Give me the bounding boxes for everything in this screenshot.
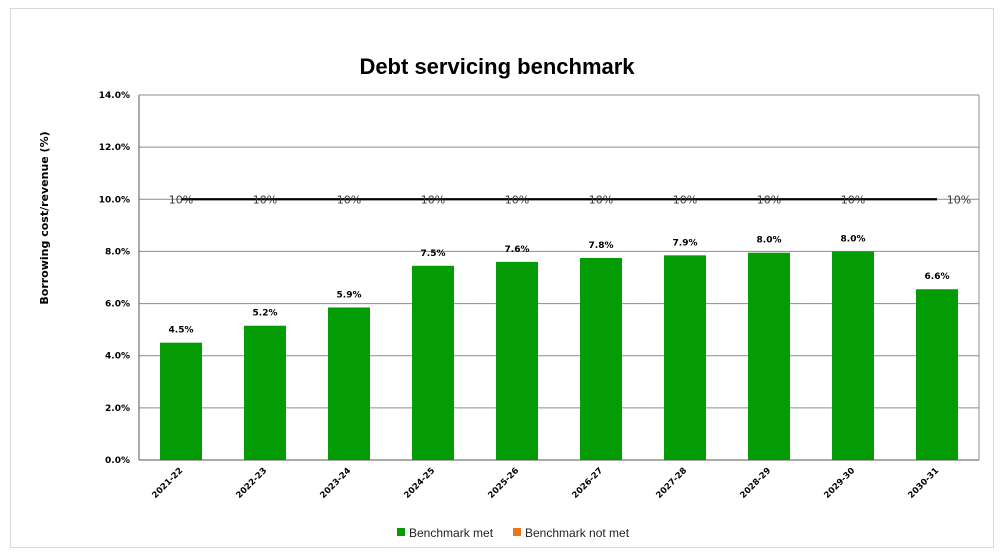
data-label: 5.9% — [337, 290, 362, 300]
bars: 4.5% 2021-22 5.2% 2022-23 5.9% 2023-24 7.5% 202… — [150, 234, 958, 501]
bar — [412, 265, 454, 460]
legend-label: Benchmark met — [409, 526, 494, 540]
x-tick-label: 2025-26 — [486, 466, 521, 501]
data-label: 5.2% — [253, 309, 278, 319]
bar — [664, 255, 706, 460]
data-label: 4.5% — [169, 326, 194, 336]
legend-label: Benchmark not met — [525, 526, 630, 540]
x-tick-label: 2021-22 — [150, 466, 185, 501]
chart-title: Debt servicing benchmark — [359, 54, 635, 79]
benchmark-label: 10% — [947, 193, 971, 206]
legend-swatch — [513, 528, 521, 536]
data-label: 8.0% — [841, 234, 866, 244]
legend-swatch — [397, 528, 405, 536]
data-label: 6.6% — [925, 272, 950, 282]
benchmark-line-group: 10% 10% 10% 10% 10% 10% 10% 10% 10% 10% — [169, 193, 971, 206]
x-tick-label: 2024-25 — [402, 466, 437, 501]
x-tick-label: 2023-24 — [318, 466, 353, 501]
benchmark-label: 10% — [169, 193, 193, 206]
y-axis-label: Borrowing cost/revenue (%) — [38, 131, 51, 304]
benchmark-label: 10% — [505, 193, 529, 206]
x-tick-label: 2030-31 — [906, 466, 941, 501]
y-tick-label: 2.0% — [105, 404, 130, 414]
benchmark-label: 10% — [757, 193, 781, 206]
y-tick-label: 14.0% — [99, 91, 130, 101]
bar — [160, 342, 202, 460]
x-tick-label: 2028-29 — [738, 466, 773, 501]
data-label: 7.8% — [589, 241, 614, 251]
data-label: 7.6% — [505, 245, 530, 255]
y-tick-label: 8.0% — [105, 247, 130, 257]
data-label: 7.9% — [673, 238, 698, 248]
legend: Benchmark met Benchmark not met — [397, 526, 630, 540]
x-tick-label: 2026-27 — [570, 466, 605, 501]
data-label: 8.0% — [757, 236, 782, 246]
axes — [138, 94, 980, 461]
y-tick-label: 12.0% — [99, 143, 130, 153]
x-tick-label: 2022-23 — [234, 466, 269, 501]
data-label: 7.5% — [421, 249, 446, 259]
x-tick-label: 2027-28 — [654, 466, 689, 501]
bar — [244, 325, 286, 460]
bar — [496, 261, 538, 460]
y-tick-label: 10.0% — [99, 195, 130, 205]
benchmark-label: 10% — [421, 193, 445, 206]
bar — [748, 252, 790, 460]
x-tick-label: 2029-30 — [822, 466, 857, 501]
bar — [580, 257, 622, 460]
benchmark-label: 10% — [253, 193, 277, 206]
bar — [916, 289, 958, 460]
y-tick-label: 6.0% — [105, 300, 130, 310]
bar — [328, 307, 370, 460]
benchmark-label: 10% — [841, 193, 865, 206]
bar — [832, 251, 874, 460]
benchmark-label: 10% — [589, 193, 613, 206]
benchmark-label: 10% — [337, 193, 361, 206]
y-tick-label: 0.0% — [105, 456, 130, 466]
benchmark-label: 10% — [673, 193, 697, 206]
y-tick-label: 4.0% — [105, 352, 130, 362]
